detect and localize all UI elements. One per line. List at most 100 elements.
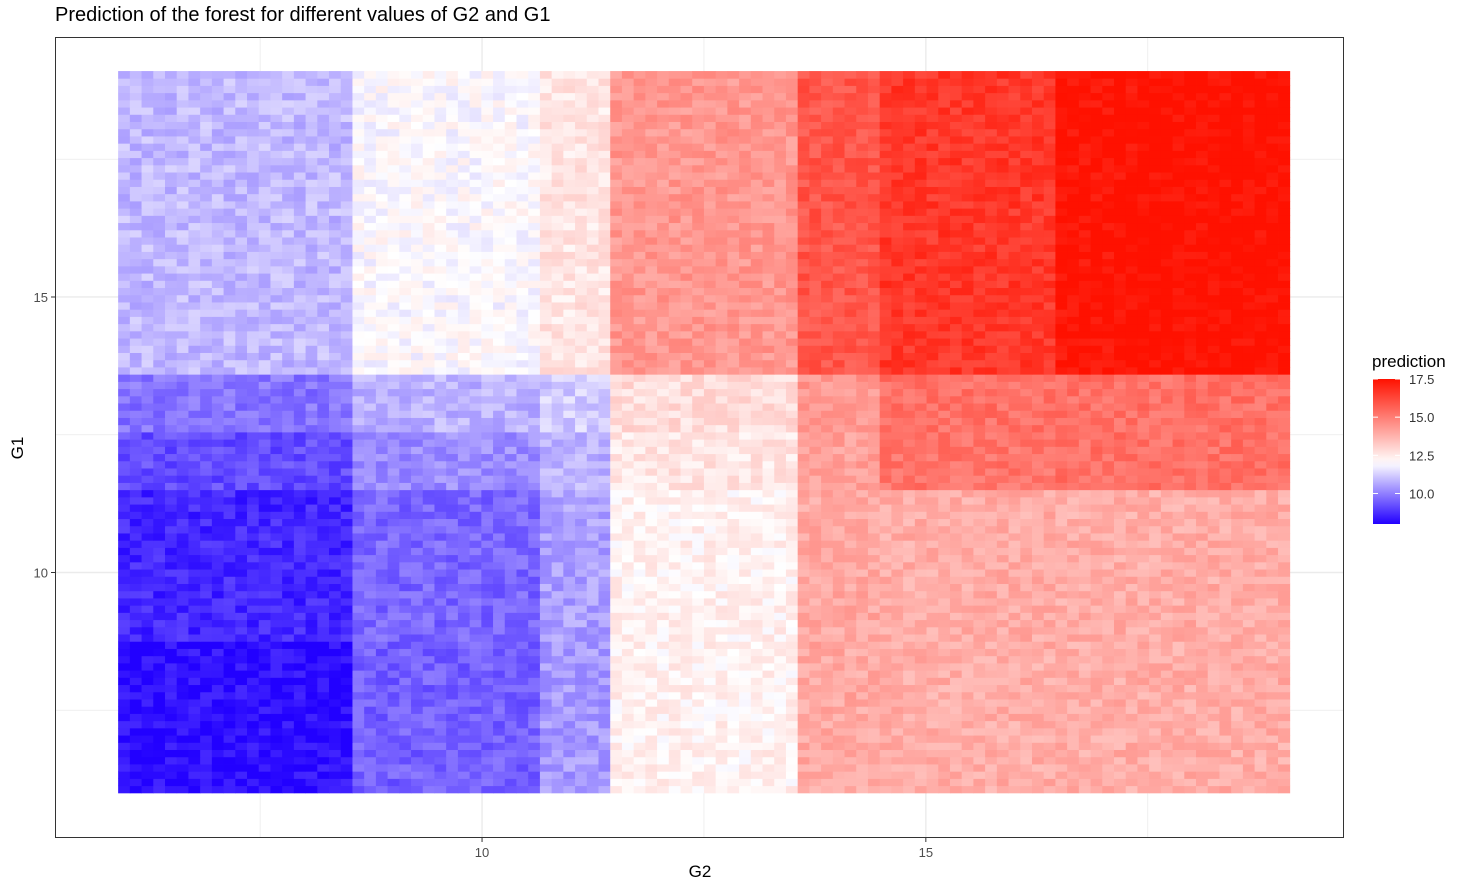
heatmap-tile <box>223 771 236 779</box>
heatmap-tile <box>129 706 142 714</box>
heatmap-tile <box>469 634 482 642</box>
heatmap-tile <box>867 691 881 700</box>
heatmap-tile <box>1020 699 1033 707</box>
heatmap-tile <box>692 677 705 686</box>
heatmap-tile <box>153 540 166 548</box>
heatmap-tile <box>551 619 564 628</box>
heatmap-tile <box>680 453 693 462</box>
heatmap-tile <box>481 670 494 678</box>
heatmap-tile <box>750 764 763 772</box>
heatmap-tile <box>329 540 342 548</box>
heatmap-tile <box>434 785 447 794</box>
heatmap-tile <box>153 439 166 447</box>
heatmap-tile <box>1067 468 1080 476</box>
heatmap-tile <box>715 771 728 779</box>
heatmap-tile <box>118 547 131 556</box>
heatmap-tile <box>727 511 740 520</box>
heatmap-tile <box>563 489 576 498</box>
heatmap-tile <box>247 727 260 736</box>
heatmap-tile <box>469 612 482 621</box>
heatmap-tile <box>528 605 541 613</box>
heatmap-tile <box>949 482 963 491</box>
heatmap-tile <box>1172 489 1185 498</box>
heatmap-tile <box>282 482 295 491</box>
heatmap-tile <box>457 533 471 541</box>
heatmap-tile <box>1266 439 1279 447</box>
heatmap-tile <box>797 583 810 592</box>
heatmap-tile <box>762 489 775 498</box>
heatmap-tile <box>188 576 201 584</box>
heatmap-tile <box>1172 749 1185 758</box>
heatmap-tile <box>739 771 752 779</box>
heatmap-tile <box>996 482 1009 491</box>
heatmap-tile <box>387 525 400 534</box>
heatmap-tile <box>575 598 588 606</box>
heatmap-tile <box>1160 706 1173 714</box>
heatmap-tile <box>739 706 752 714</box>
heatmap-tile <box>118 648 131 657</box>
heatmap-tile <box>1137 598 1150 606</box>
heatmap-tile <box>1114 691 1127 700</box>
heatmap-tile <box>1242 626 1255 635</box>
heatmap-tile <box>528 648 541 657</box>
heatmap-tile <box>469 684 482 693</box>
heatmap-tile <box>176 598 189 606</box>
heatmap-tile <box>1125 540 1138 548</box>
heatmap-tile <box>469 598 482 606</box>
heatmap-tile <box>598 605 611 613</box>
heatmap-tile <box>856 764 869 772</box>
heatmap-tile <box>586 648 599 657</box>
heatmap-tile <box>1067 482 1080 491</box>
heatmap-tile <box>305 785 318 794</box>
heatmap-tile <box>411 460 424 469</box>
heatmap-tile <box>668 684 681 693</box>
heatmap-tile <box>598 713 611 722</box>
heatmap-tile <box>165 590 178 599</box>
heatmap-tile <box>539 713 553 722</box>
heatmap-tile <box>516 641 529 649</box>
heatmap-tile <box>141 626 154 635</box>
heatmap-tile <box>469 533 482 541</box>
heatmap-tile <box>176 648 189 657</box>
heatmap-tile <box>657 778 670 787</box>
heatmap-tile <box>1231 496 1244 505</box>
heatmap-tile <box>516 605 529 613</box>
heatmap-tile <box>481 489 494 498</box>
heatmap-tile <box>270 533 283 541</box>
heatmap-tile <box>375 468 389 476</box>
heatmap-tile <box>762 699 775 707</box>
heatmap-tile <box>364 655 377 664</box>
heatmap-tile <box>598 518 611 527</box>
heatmap-tile <box>903 468 916 476</box>
heatmap-tile <box>387 684 400 693</box>
heatmap-tile <box>1031 706 1045 714</box>
heatmap-tile <box>1078 756 1091 765</box>
heatmap-tile <box>1149 619 1162 628</box>
heatmap-tile <box>856 561 869 570</box>
heatmap-tile <box>364 540 377 548</box>
heatmap-tile <box>797 475 810 483</box>
heatmap-tile <box>715 756 728 765</box>
heatmap-tile <box>118 431 131 440</box>
heatmap-tile <box>504 699 517 707</box>
heatmap-tile <box>1242 735 1255 743</box>
heatmap-tile <box>774 735 787 743</box>
heatmap-tile <box>211 511 224 520</box>
heatmap-tile <box>387 569 400 577</box>
heatmap-tile <box>657 691 670 700</box>
heatmap-tile <box>1078 554 1091 563</box>
heatmap-tile <box>1196 511 1209 520</box>
heatmap-tile <box>1043 533 1056 541</box>
heatmap-tile <box>1043 742 1056 751</box>
heatmap-tile <box>504 735 517 743</box>
heatmap-tile <box>165 533 178 541</box>
heatmap-tile <box>305 533 318 541</box>
heatmap-tile <box>563 735 576 743</box>
heatmap-tile <box>973 554 986 563</box>
heatmap-tile <box>692 662 705 671</box>
heatmap-tile <box>1031 590 1045 599</box>
heatmap-tile <box>293 699 306 707</box>
heatmap-tile <box>809 699 822 707</box>
heatmap-tile <box>1137 706 1150 714</box>
heatmap-tile <box>481 691 494 700</box>
